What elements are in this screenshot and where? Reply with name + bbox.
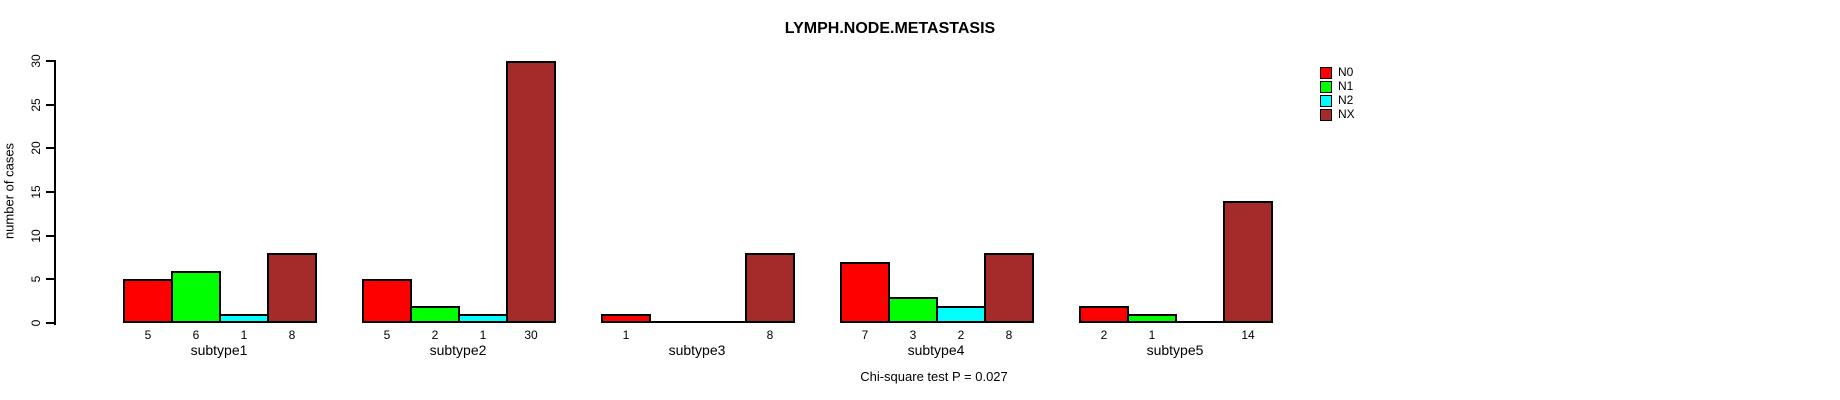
bar (506, 61, 556, 323)
x-category-label: subtype4 (907, 342, 965, 358)
legend: N0 N1 N2 NX (1320, 66, 1355, 121)
bar (362, 279, 412, 323)
bar (123, 279, 173, 323)
y-tick-label: 30 (29, 54, 43, 68)
bar-value-label: 2 (1100, 328, 1108, 342)
bar (219, 314, 269, 323)
bar-value-label: 7 (861, 328, 869, 342)
bar-value-label: 30 (524, 328, 538, 342)
y-tick (46, 147, 54, 149)
bar (1079, 306, 1129, 323)
chart-title: LYMPH.NODE.METASTASIS (784, 20, 996, 37)
legend-item: N2 (1320, 94, 1355, 107)
legend-item: N0 (1320, 66, 1355, 79)
y-tick (46, 104, 54, 106)
bar-value-label: 3 (909, 328, 917, 342)
bar-value-label: 1 (240, 328, 248, 342)
y-tick-label: 0 (29, 319, 43, 327)
legend-item: N1 (1320, 80, 1355, 93)
legend-item: NX (1320, 108, 1355, 121)
bar (840, 262, 890, 323)
bar (267, 253, 317, 323)
legend-label: N2 (1338, 93, 1354, 107)
bar-value-label: 1 (479, 328, 487, 342)
bar (936, 306, 986, 323)
legend-swatch (1320, 66, 1332, 79)
bar-value-label: 1 (1148, 328, 1156, 342)
bar (888, 297, 938, 323)
y-axis-label: number of cases (1, 142, 17, 240)
bar (410, 306, 460, 323)
y-tick (46, 322, 54, 324)
bar-value-label: 14 (1241, 328, 1255, 342)
bar-value-label: 8 (766, 328, 774, 342)
caption: Chi-square test P = 0.027 (860, 369, 1008, 384)
bar-zero-line (1175, 321, 1225, 323)
y-tick (46, 278, 54, 280)
bar (984, 253, 1034, 323)
bar-value-label: 8 (1005, 328, 1013, 342)
bar (745, 253, 795, 323)
y-axis (54, 60, 56, 325)
legend-swatch (1320, 108, 1332, 121)
bar-value-label: 5 (383, 328, 391, 342)
y-tick-label: 15 (29, 185, 43, 199)
bar (1223, 201, 1273, 323)
y-tick (46, 191, 54, 193)
legend-label: N0 (1338, 65, 1354, 79)
x-category-label: subtype5 (1146, 342, 1204, 358)
y-tick-label: 5 (29, 275, 43, 283)
y-tick-label: 20 (29, 141, 43, 155)
bar-value-label: 5 (144, 328, 152, 342)
bar-value-label: 6 (192, 328, 200, 342)
bar (601, 314, 651, 323)
bar-value-label: 1 (622, 328, 630, 342)
y-tick-label: 10 (29, 229, 43, 243)
legend-swatch (1320, 94, 1332, 107)
bar-value-label: 2 (957, 328, 965, 342)
y-tick (46, 60, 54, 62)
bar-zero-line (649, 321, 699, 323)
y-tick (46, 235, 54, 237)
bar-value-label: 8 (288, 328, 296, 342)
bar (1127, 314, 1177, 323)
legend-label: NX (1338, 107, 1355, 121)
x-category-label: subtype3 (668, 342, 726, 358)
bar (171, 271, 221, 323)
legend-swatch (1320, 80, 1332, 93)
x-category-label: subtype2 (429, 342, 487, 358)
bar (458, 314, 508, 323)
y-tick-label: 25 (29, 98, 43, 112)
bar-value-label: 2 (431, 328, 439, 342)
x-category-label: subtype1 (190, 342, 248, 358)
legend-label: N1 (1338, 79, 1354, 93)
bar-zero-line (697, 321, 747, 323)
